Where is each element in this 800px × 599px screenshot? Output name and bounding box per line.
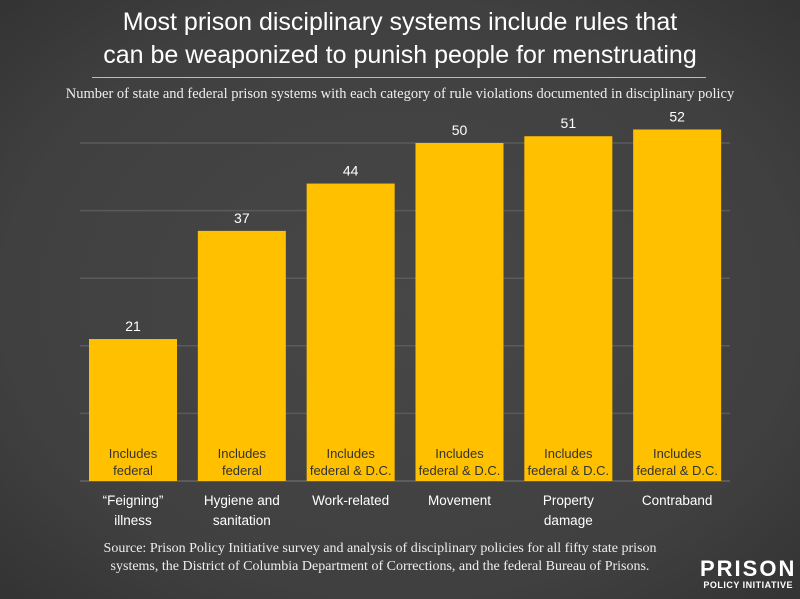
data-label: 37 [234, 210, 250, 226]
bar [89, 339, 177, 481]
data-label: 52 [669, 108, 685, 124]
bar-note: Includes [653, 446, 702, 461]
category-label: Hygiene and [204, 493, 280, 508]
category-label: Contraband [642, 493, 713, 508]
bar-note: federal [113, 463, 153, 478]
bar [524, 136, 613, 482]
bar [306, 183, 395, 481]
bar [633, 129, 722, 482]
category-label: illness [114, 513, 152, 528]
bar-note: Includes [218, 446, 267, 461]
bar-note: Includes [326, 446, 375, 461]
data-label: 50 [452, 122, 468, 138]
category-label: sanitation [213, 513, 271, 528]
prison-policy-initiative-logo: PRISON POLICY INITIATIVE [700, 556, 797, 591]
category-label: damage [544, 513, 593, 528]
bar [415, 143, 504, 481]
logo-line-1: PRISON [700, 556, 797, 581]
bar-note: Includes [109, 446, 158, 461]
title-divider [92, 77, 706, 78]
bar [197, 230, 286, 481]
source-note: Source: Prison Policy Initiative survey … [100, 540, 660, 576]
bar-note: federal [222, 463, 262, 478]
bar-note: federal & D.C. [528, 463, 610, 478]
chart-subtitle: Number of state and federal prison syste… [65, 86, 735, 102]
bar-note: federal & D.C. [310, 463, 392, 478]
bar-note: federal & D.C. [636, 463, 718, 478]
category-label: Movement [428, 493, 491, 508]
logo-line-2: POLICY INITIATIVE [703, 580, 794, 590]
category-label: Work-related [312, 493, 389, 508]
title-line-2: can be weaponized to punish people for m… [103, 41, 697, 69]
chart-title: Most prison disciplinary systems include… [0, 6, 800, 72]
bar-note: federal & D.C. [419, 463, 501, 478]
title-line-1: Most prison disciplinary systems include… [122, 8, 678, 36]
data-label: 44 [343, 163, 359, 179]
source-line-2: systems, the District of Columbia Depart… [110, 559, 650, 574]
data-label: 21 [125, 318, 141, 334]
bar-note: Includes [435, 446, 484, 461]
bar-note: Includes [544, 446, 593, 461]
category-label: Property [543, 493, 594, 508]
source-line-1: Source: Prison Policy Initiative survey … [103, 541, 657, 556]
data-label: 51 [561, 115, 577, 131]
category-label: “Feigning” [103, 493, 164, 508]
